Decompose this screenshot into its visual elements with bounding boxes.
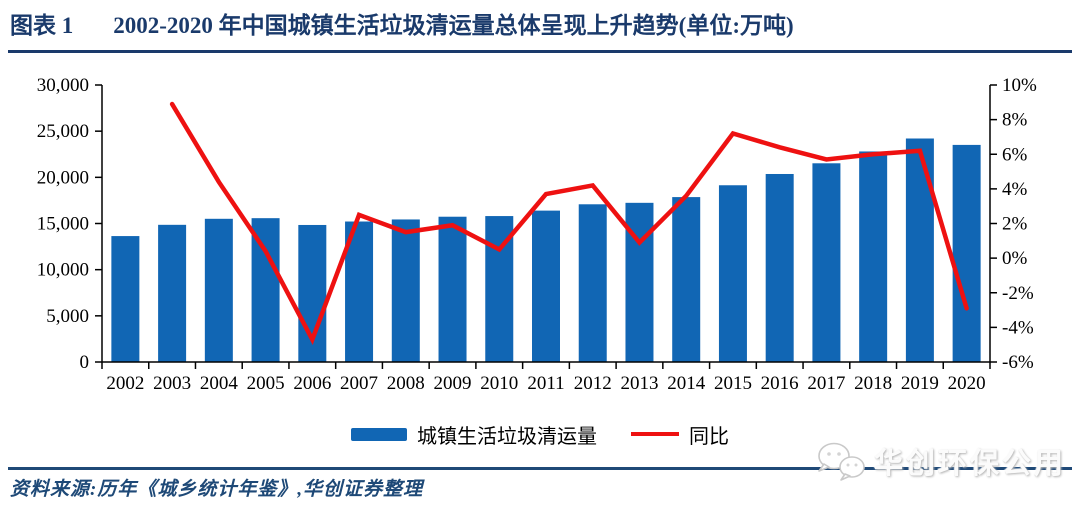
bar-2017 [812, 163, 841, 362]
x-axis-label: 2020 [948, 373, 986, 394]
x-axis-label: 2018 [854, 373, 892, 394]
bar-2003 [158, 224, 187, 362]
x-axis-label: 2005 [247, 373, 285, 394]
bar-2002 [111, 236, 140, 362]
bar-2005 [251, 218, 280, 362]
x-axis-label: 2017 [807, 373, 845, 394]
right-axis-label: 2% [1002, 214, 1028, 235]
left-axis-label: 25,000 [37, 121, 89, 142]
figure-label: 图表 1 [10, 13, 74, 38]
right-axis-label: 6% [1002, 144, 1028, 165]
x-axis-label: 2010 [480, 373, 518, 394]
x-axis-label: 2019 [901, 373, 939, 394]
yoy-line [169, 101, 969, 345]
x-axis-label: 2007 [340, 373, 378, 394]
bar-2015 [718, 185, 747, 362]
bar-2004 [204, 218, 233, 362]
right-axis-label: -4% [1002, 317, 1034, 338]
bar-series-swatch [351, 427, 407, 441]
x-axis-label: 2003 [153, 373, 191, 394]
left-axis-label: 0 [80, 352, 90, 373]
x-axis-label: 2012 [574, 373, 612, 394]
x-axis-label: 2008 [387, 373, 425, 394]
bar-2011 [532, 210, 560, 362]
x-axis-label: 2009 [434, 373, 472, 394]
bar-2014 [672, 197, 701, 362]
footer-divider [8, 467, 1072, 470]
source-text: 资料来源:历年《城乡统计年鉴》,华创证券整理 [10, 479, 424, 500]
legend-item-bars: 城镇生活垃圾清运量 [351, 420, 597, 449]
wechat-icon [818, 442, 865, 481]
bar-2008 [391, 219, 420, 362]
bar-2009 [438, 216, 467, 362]
figure-title-text: 2002-2020 年中国城镇生活垃圾清运量总体呈现上升趋势(单位:万吨) [113, 13, 794, 38]
chart-legend: 城镇生活垃圾清运量 同比 [0, 420, 1080, 449]
left-axis-label: 15,000 [37, 214, 89, 235]
right-axis-label: 0% [1002, 248, 1028, 269]
right-axis-label: 10% [1002, 75, 1037, 96]
right-axis-label: -6% [1002, 352, 1034, 373]
x-axis-label: 2015 [714, 373, 752, 394]
right-axis-label: -2% [1002, 283, 1034, 304]
x-axis-label: 2006 [293, 373, 331, 394]
x-axis-label: 2016 [761, 373, 799, 394]
right-axis-label: 8% [1002, 110, 1028, 131]
x-axis-label: 2013 [620, 373, 658, 394]
bar-2019 [905, 138, 934, 362]
line-series-label: 同比 [689, 425, 729, 448]
bar-2018 [859, 151, 888, 362]
watermark-text: 华创环保公用 [873, 448, 1066, 480]
left-axis-label: 20,000 [37, 167, 89, 188]
x-axis-label: 2014 [667, 373, 706, 394]
x-axis-label: 2002 [106, 373, 144, 394]
left-axis-label: 10,000 [37, 260, 89, 281]
right-axis-label: 4% [1002, 179, 1028, 200]
legend-item-line: 同比 [631, 420, 729, 449]
left-axis-label: 5,000 [46, 306, 89, 327]
x-axis-label: 2004 [200, 373, 239, 394]
figure-title: 图表 1 2002-2020 年中国城镇生活垃圾清运量总体呈现上升趋势(单位:万吨… [10, 6, 1070, 40]
line-series-swatch [631, 432, 679, 436]
bar-2016 [765, 173, 794, 362]
bar-2012 [578, 204, 607, 362]
left-axis-label: 30,000 [37, 75, 89, 96]
bar-series-label: 城镇生活垃圾清运量 [417, 425, 597, 448]
title-divider [8, 50, 1072, 53]
x-axis-label: 2011 [527, 373, 564, 394]
bar-2013 [625, 202, 654, 362]
bar-2020 [952, 144, 981, 362]
brand-watermark: 华创环保公用 [812, 438, 1066, 484]
